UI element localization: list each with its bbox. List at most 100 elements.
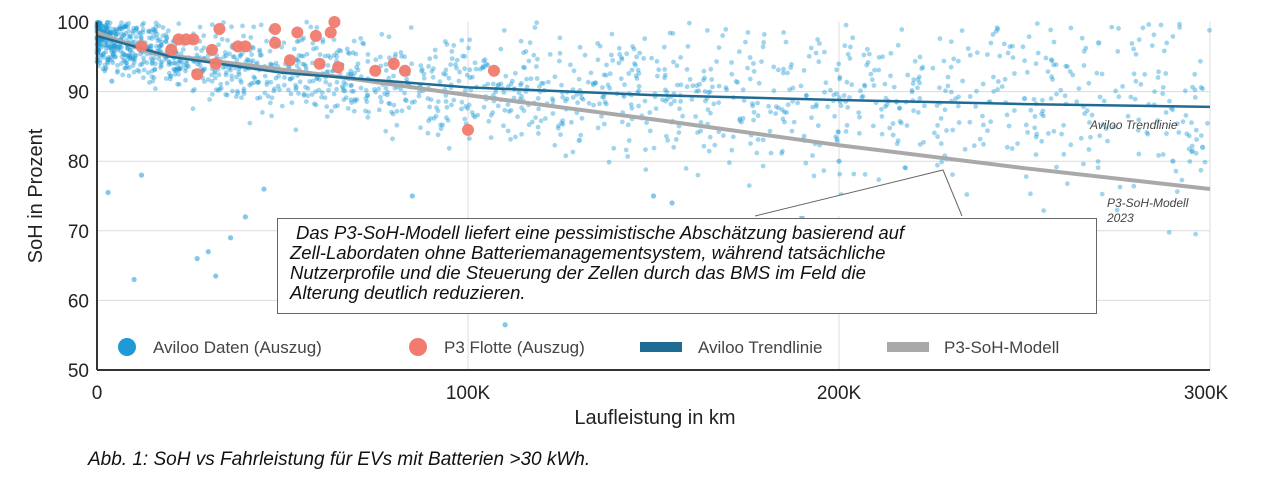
cloud-dot [642, 98, 648, 104]
cloud-dot [755, 113, 761, 119]
cloud-dot [238, 77, 243, 83]
cloud-dot [445, 118, 451, 123]
cloud-dot [632, 61, 637, 66]
cloud-dot [153, 61, 158, 67]
cloud-dot [980, 113, 985, 119]
cloud-dot [304, 51, 310, 57]
cloud-dot [767, 128, 773, 134]
cloud-dot [275, 83, 281, 89]
cloud-dot [917, 80, 922, 86]
cloud-dot [398, 87, 404, 92]
cloud-dot [235, 88, 240, 94]
cloud-dot [148, 43, 154, 48]
aviloo-point [131, 276, 137, 283]
cloud-dot [1061, 151, 1067, 157]
cloud-dot [98, 42, 104, 48]
cloud-dot [1136, 117, 1142, 123]
cloud-dot [804, 93, 809, 99]
cloud-dot [995, 79, 1001, 84]
cloud-dot [560, 121, 566, 127]
cloud-dot [300, 61, 306, 67]
cloud-dot [103, 23, 109, 28]
cloud-dot [409, 100, 415, 105]
cloud-dot [172, 71, 178, 77]
cloud-dot [467, 37, 473, 43]
cloud-dot [248, 81, 254, 87]
cloud-dot [153, 86, 158, 92]
cloud-dot [1049, 57, 1054, 63]
cloud-dot [1059, 131, 1064, 137]
cloud-dot [425, 130, 431, 136]
cloud-dot [815, 123, 821, 128]
cloud-dot [232, 54, 237, 60]
cloud-dot [121, 33, 127, 39]
p3-fleet-point [283, 54, 296, 67]
cloud-dot [126, 21, 132, 26]
aviloo-point [261, 186, 267, 192]
cloud-dot [1033, 134, 1039, 140]
cloud-dot [184, 63, 190, 68]
cloud-dot [705, 107, 711, 112]
cloud-dot [902, 165, 908, 171]
cloud-dot [701, 77, 706, 83]
cloud-dot [1053, 62, 1059, 67]
cloud-dot [269, 95, 275, 101]
cloud-dot [444, 41, 450, 47]
cloud-dot [1026, 34, 1032, 40]
cloud-dot [493, 89, 498, 95]
cloud-dot [876, 67, 882, 73]
cloud-dot [111, 30, 117, 35]
cloud-dot [1160, 91, 1166, 97]
cloud-dot [97, 22, 103, 27]
cloud-dot [708, 66, 714, 72]
cloud-dot [365, 114, 371, 120]
cloud-dot [1163, 71, 1169, 76]
cloud-dot [501, 90, 507, 95]
cloud-dot [1179, 177, 1185, 183]
cloud-dot [109, 49, 114, 55]
cloud-dot [264, 79, 270, 85]
cloud-dot [345, 106, 351, 111]
cloud-dot [223, 92, 229, 97]
cloud-dot [176, 67, 182, 72]
cloud-dot [272, 86, 277, 92]
cloud-dot [399, 108, 405, 114]
cloud-dot [735, 80, 740, 85]
cloud-dot [293, 85, 299, 90]
cloud-dot [740, 116, 746, 121]
cloud-dot [311, 46, 316, 52]
cloud-dot [656, 67, 662, 73]
aviloo-point [227, 235, 234, 241]
cloud-dot [938, 141, 944, 147]
cloud-dot [538, 118, 544, 124]
cloud-dot [322, 53, 328, 59]
cloud-dot [1068, 25, 1074, 31]
cloud-dot [521, 108, 527, 114]
cloud-dot [241, 88, 247, 94]
cloud-dot [960, 78, 965, 84]
cloud-dot [141, 59, 147, 64]
cloud-dot [248, 35, 254, 40]
cloud-dot [616, 60, 622, 66]
cloud-dot [254, 60, 260, 66]
cloud-dot [577, 44, 583, 50]
cloud-dot [481, 58, 486, 64]
cloud-dot [344, 46, 350, 52]
cloud-dot [234, 74, 239, 80]
cloud-dot [1193, 127, 1199, 133]
cloud-dot [105, 20, 110, 25]
p3-fleet-point [313, 57, 326, 70]
cloud-dot [513, 70, 518, 76]
cloud-dot [552, 142, 558, 148]
cloud-dot [350, 50, 356, 56]
cloud-dot [442, 39, 448, 44]
cloud-dot [955, 103, 961, 109]
cloud-dot [879, 114, 885, 119]
cloud-dot [709, 77, 715, 82]
cloud-dot [534, 20, 540, 26]
cloud-dot [916, 74, 922, 80]
cloud-dot [1189, 149, 1195, 155]
cloud-dot [130, 55, 136, 61]
cloud-dot [603, 101, 609, 107]
cloud-dot [981, 141, 986, 147]
